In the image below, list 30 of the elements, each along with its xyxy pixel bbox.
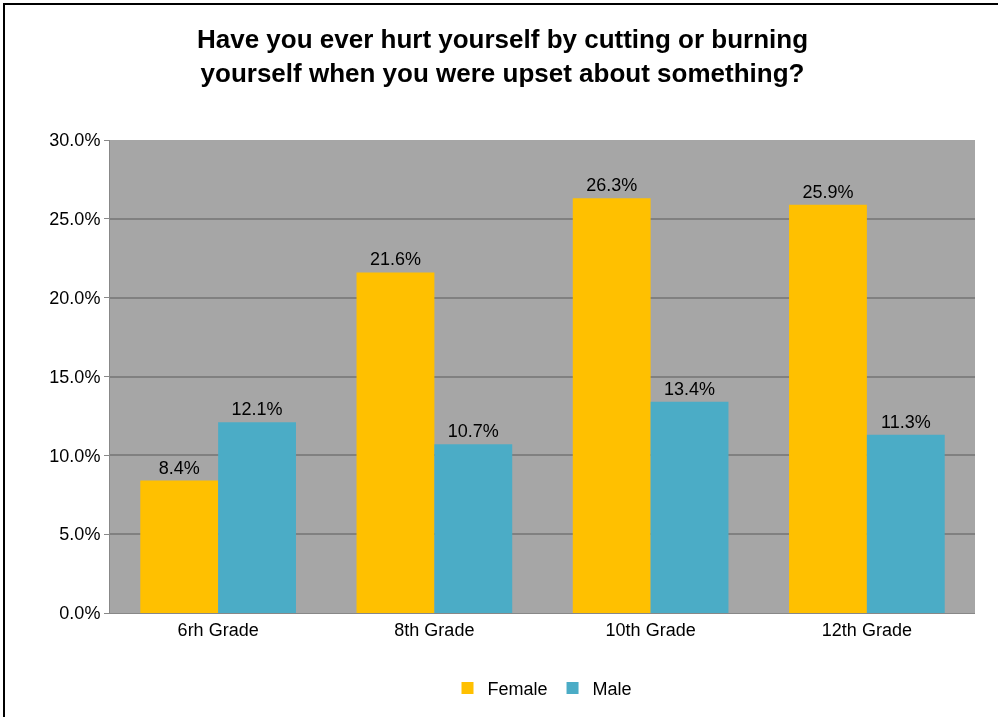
data-label: 26.3%: [586, 175, 638, 196]
data-label: 10.7%: [447, 421, 499, 442]
data-label: 25.9%: [802, 181, 854, 202]
y-tick-label: 30.0%: [49, 130, 101, 151]
bar: [356, 272, 435, 613]
x-tick-label: 8th Grade: [394, 619, 475, 640]
bar: [866, 434, 945, 613]
y-tick-label: 25.0%: [49, 209, 101, 230]
y-tick-label: 0.0%: [59, 603, 101, 624]
bar: [650, 401, 729, 613]
legend-label: Male: [592, 678, 632, 699]
data-label: 13.4%: [664, 378, 716, 399]
y-tick-label: 20.0%: [49, 287, 101, 308]
chart-title: Have you ever hurt yourself by cutting or burning yourself when you were upset about something?: [196, 23, 809, 88]
data-label: 11.3%: [880, 411, 931, 432]
y-tick-label: 15.0%: [49, 366, 101, 387]
x-tick-label: 10th Grade: [605, 619, 696, 640]
y-tick-label: 5.0%: [59, 524, 101, 545]
y-tick-label: 10.0%: [49, 445, 101, 466]
x-tick-label: 12th Grade: [821, 619, 912, 640]
bar: [789, 204, 867, 613]
legend-label: Female: [487, 678, 548, 699]
data-label: 21.6%: [369, 249, 421, 270]
bar: [218, 422, 296, 613]
x-tick-label: 6rh Grade: [177, 619, 259, 640]
bar: [572, 198, 651, 613]
bar: [140, 480, 219, 613]
data-label: 8.4%: [158, 457, 200, 478]
data-label: 12.1%: [231, 399, 283, 420]
bar: [434, 444, 513, 613]
